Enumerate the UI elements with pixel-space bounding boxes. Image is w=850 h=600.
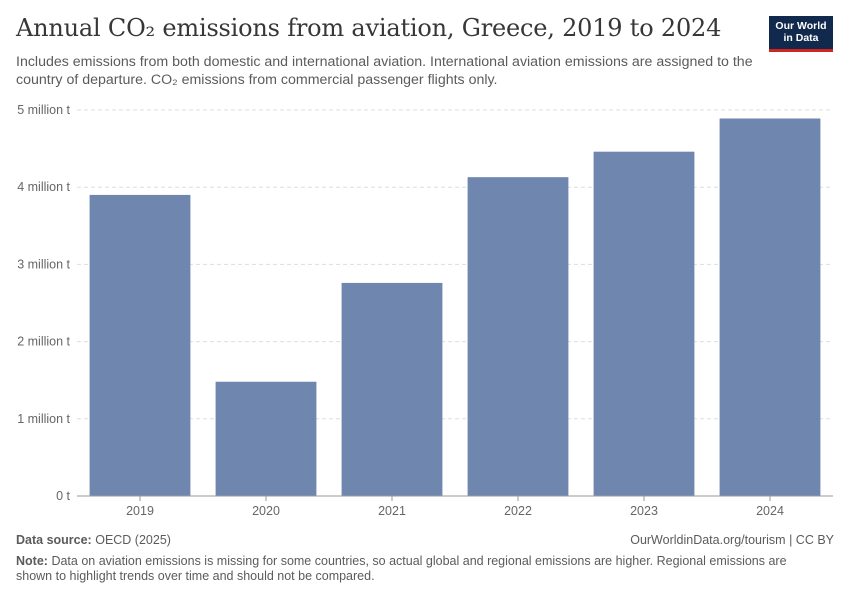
x-tick-label: 2019: [126, 504, 154, 518]
note-label: Note:: [16, 554, 48, 568]
y-tick-label: 2 million t: [17, 335, 70, 349]
bar-2022: [467, 177, 569, 496]
x-tick-label: 2023: [630, 504, 658, 518]
logo-line-2: in Data: [783, 32, 819, 44]
y-tick-label: 1 million t: [17, 412, 70, 426]
bar-2020: [215, 381, 317, 496]
x-tick-label: 2022: [504, 504, 532, 518]
bar-2024: [719, 118, 821, 496]
bar-2019: [89, 194, 191, 497]
logo-line-1: Our World: [775, 20, 827, 32]
footer-url[interactable]: OurWorldinData.org/tourism | CC BY: [630, 533, 834, 547]
note-text: Data on aviation emissions is missing fo…: [16, 554, 787, 583]
y-tick-label: 4 million t: [17, 180, 70, 194]
x-tick-label: 2020: [252, 504, 280, 518]
y-tick-label: 0 t: [56, 489, 70, 503]
footer-note: Note: Data on aviation emissions is miss…: [16, 554, 816, 584]
data-source-value[interactable]: OECD (2025): [95, 533, 171, 547]
chart-title: Annual CO₂ emissions from aviation, Gree…: [16, 14, 722, 42]
bar-2023: [593, 151, 695, 497]
y-tick-label: 5 million t: [17, 103, 70, 117]
bar-chart: 0 t 1 million t 2 million t 3 million t 4 mi…: [17, 103, 833, 518]
bar-2021: [341, 282, 443, 496]
owid-logo[interactable]: Our World in Data: [769, 16, 833, 52]
x-tick-label: 2024: [756, 504, 784, 518]
data-source: Data source: OECD (2025): [16, 533, 171, 547]
data-source-label: Data source:: [16, 533, 92, 547]
x-tick-label: 2021: [378, 504, 406, 518]
chart-subtitle: Includes emissions from both domestic an…: [16, 54, 753, 88]
y-tick-label: 3 million t: [17, 257, 70, 271]
